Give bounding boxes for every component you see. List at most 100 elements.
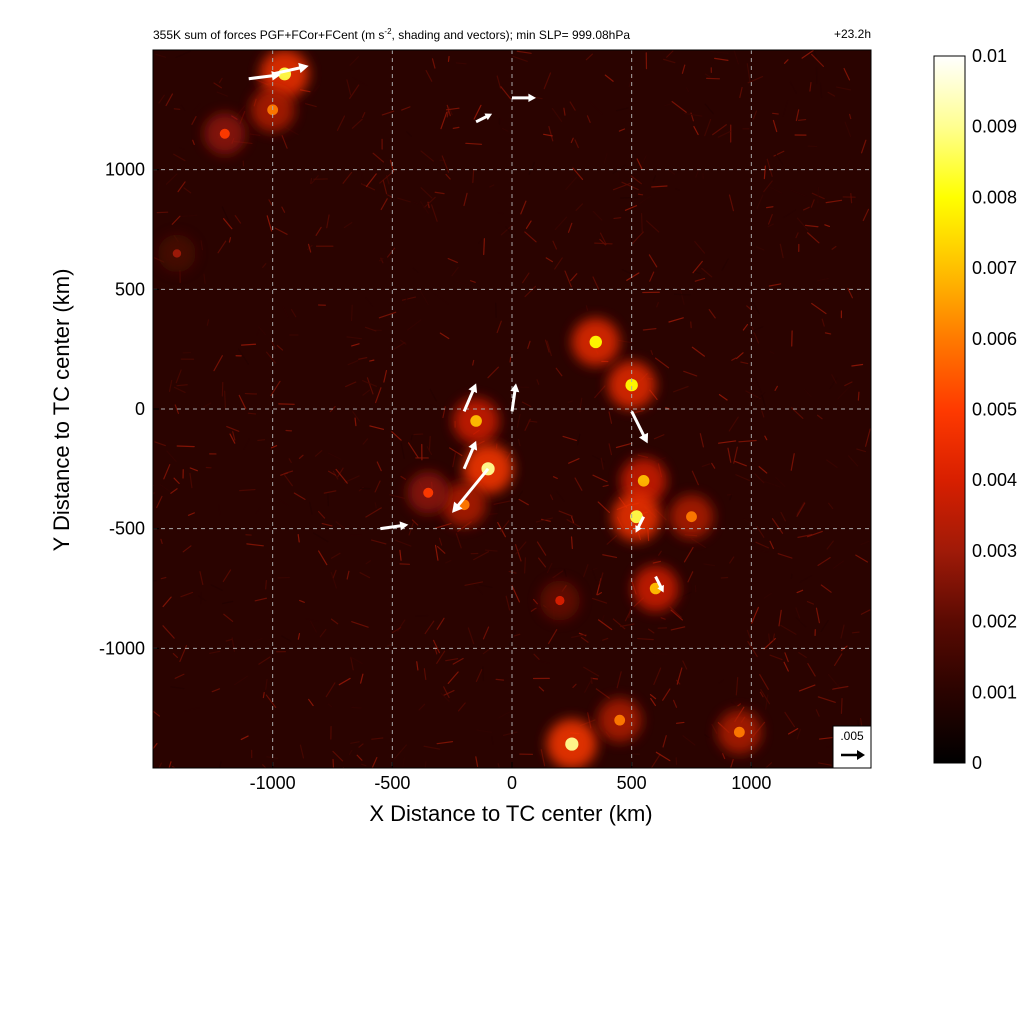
texture-streak [378, 257, 384, 262]
texture-streak [335, 521, 346, 530]
texture-streak [574, 477, 583, 491]
force-vector-head [399, 521, 409, 531]
texture-streak [502, 731, 518, 736]
texture-streak [832, 685, 849, 690]
texture-streak [805, 224, 819, 228]
texture-streak [729, 556, 735, 564]
texture-streak [336, 115, 346, 131]
texture-streak [860, 139, 867, 154]
texture-streak [682, 735, 696, 746]
texture-streak [743, 518, 751, 524]
texture-streak [218, 504, 221, 516]
texture-streak [310, 177, 313, 185]
texture-streak [229, 433, 236, 444]
texture-streak [795, 232, 799, 239]
texture-streak [255, 507, 261, 514]
texture-streak [703, 563, 716, 567]
texture-streak [564, 270, 572, 288]
hotspot-core [589, 335, 602, 349]
texture-streak [548, 629, 558, 645]
texture-streak [819, 82, 823, 99]
texture-streak [344, 475, 360, 483]
texture-streak [768, 186, 783, 194]
texture-streak [372, 152, 385, 163]
texture-streak [763, 180, 773, 193]
texture-streak [733, 50, 739, 65]
texture-streak [183, 187, 192, 194]
texture-streak [153, 580, 157, 582]
texture-streak [602, 637, 609, 641]
y-tick-label: 0 [135, 399, 145, 419]
texture-streak [511, 585, 520, 603]
texture-streak [693, 125, 699, 136]
texture-streak [297, 533, 300, 543]
texture-streak [243, 438, 250, 450]
texture-streak [356, 754, 363, 761]
texture-streak [240, 735, 249, 741]
texture-streak [574, 139, 579, 149]
texture-streak [319, 628, 327, 638]
texture-streak [575, 203, 584, 211]
texture-streak [524, 231, 537, 243]
texture-streak [265, 679, 268, 690]
texture-streak [849, 113, 852, 120]
texture-streak [782, 100, 789, 118]
texture-streak [524, 285, 537, 298]
texture-streak [652, 560, 662, 564]
texture-streak [584, 677, 593, 693]
force-vector [380, 523, 403, 531]
colorbar-tick-label: 0.004 [972, 470, 1017, 490]
texture-streak [226, 425, 240, 432]
texture-streak [746, 629, 754, 646]
texture-streak [425, 69, 433, 82]
texture-streak [307, 243, 312, 253]
texture-streak [618, 128, 626, 132]
texture-streak [452, 451, 457, 468]
texture-streak [496, 75, 502, 89]
texture-streak [448, 447, 463, 457]
texture-streak [756, 194, 764, 210]
texture-streak [341, 767, 345, 768]
texture-streak [820, 584, 832, 593]
texture-streak [436, 741, 454, 745]
texture-streak [761, 394, 766, 408]
texture-streak [731, 357, 737, 361]
texture-streak [439, 332, 450, 340]
texture-streak [728, 194, 735, 212]
texture-streak [276, 344, 284, 351]
force-vector [630, 410, 647, 439]
force-vector [510, 388, 517, 412]
chart-title: 355K sum of forces PGF+FCor+FCent (m s-2… [153, 27, 631, 42]
texture-streak [771, 518, 784, 534]
texture-streak [654, 357, 670, 369]
texture-streak [651, 558, 656, 563]
force-vector-head [468, 383, 478, 394]
texture-streak [358, 357, 368, 360]
texture-streak [315, 226, 322, 236]
texture-streak [430, 204, 438, 222]
texture-streak [717, 130, 731, 138]
texture-streak [218, 77, 223, 84]
texture-streak [817, 696, 836, 703]
texture-streak [293, 492, 306, 501]
texture-streak [162, 596, 172, 608]
texture-streak [562, 435, 577, 442]
texture-streak [314, 450, 323, 457]
texture-streak [400, 442, 405, 459]
texture-streak [535, 517, 553, 523]
texture-streak [475, 756, 479, 767]
texture-streak [457, 702, 466, 712]
texture-streak [735, 352, 744, 360]
texture-streak [595, 520, 601, 523]
texture-streak [382, 179, 388, 195]
texture-streak [674, 293, 692, 296]
texture-streak [168, 379, 173, 392]
texture-streak [452, 657, 464, 665]
texture-streak [670, 609, 683, 621]
texture-streak [364, 326, 377, 332]
texture-streak [653, 434, 665, 440]
texture-streak [335, 468, 348, 484]
force-vector-head [298, 62, 309, 74]
texture-streak [330, 552, 341, 559]
texture-streak [182, 545, 192, 553]
